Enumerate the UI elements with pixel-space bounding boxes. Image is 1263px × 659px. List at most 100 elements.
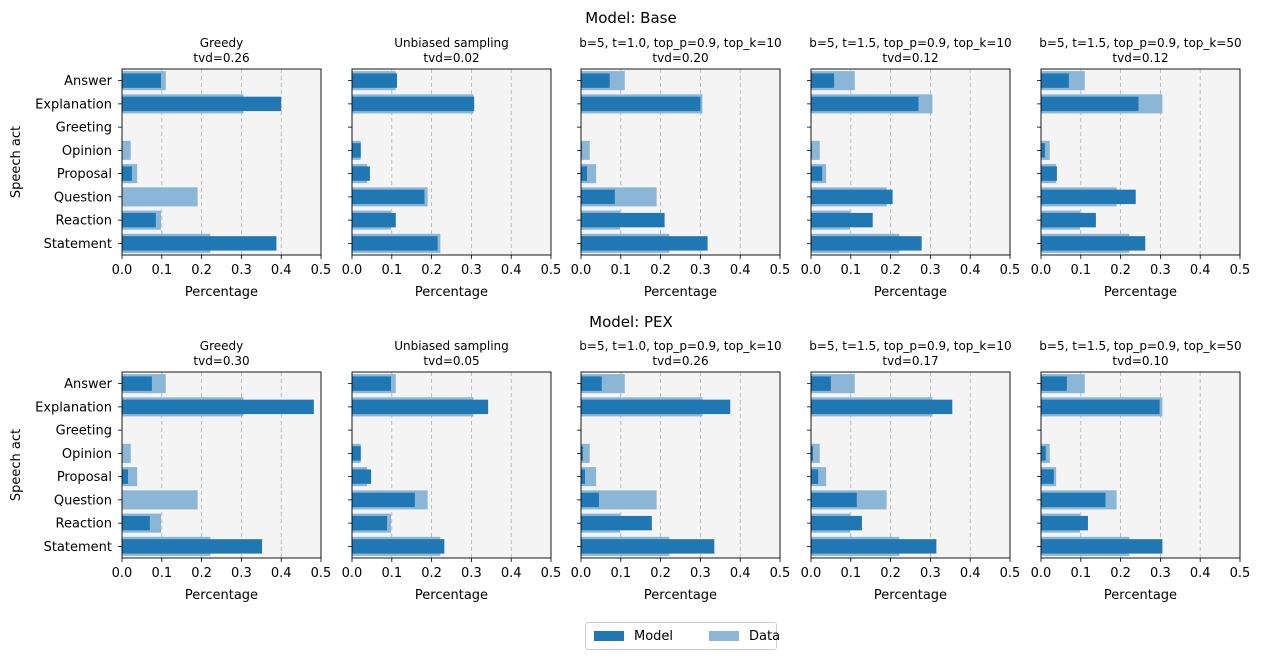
xtick-label-r2c3-0: 0.0 — [571, 566, 592, 581]
xtick-label-r2c5-4: 0.4 — [1190, 566, 1211, 581]
xtick-label-r1c1-4: 0.4 — [271, 263, 292, 278]
panel-frame-r2c1 — [121, 371, 322, 559]
model-bar-r1c2-explanation — [352, 96, 475, 112]
panel-frame-r2c2 — [351, 371, 552, 559]
model-bar-r2c3-statement — [581, 539, 715, 554]
model-bar-r2c4-answer — [811, 376, 831, 391]
xtick-label-r2c4-5: 0.5 — [1000, 566, 1021, 581]
model-bar-r2c2-question — [352, 492, 415, 508]
model-bar-r1c4-reaction — [811, 212, 873, 228]
model-bar-r1c1-statement — [122, 236, 277, 251]
panel-title-r2c3: b=5, t=1.0, top_p=0.9, top_k=10 — [579, 339, 781, 353]
xtick-label-r2c5-1: 0.1 — [1070, 566, 1091, 581]
xlabel-r2c1: Percentage — [185, 588, 258, 603]
xtick-label-r2c1-5: 0.5 — [311, 566, 332, 581]
xtick-label-r2c5-3: 0.3 — [1150, 566, 1171, 581]
model-bar-r2c5-opinion — [1041, 446, 1046, 461]
suptitle-r1c1: Model: Base — [585, 9, 676, 27]
xtick-label-r1c5-1: 0.1 — [1070, 263, 1091, 278]
model-bar-r1c5-answer — [1041, 73, 1069, 88]
panel-subtitle-r2c5: tvd=0.10 — [1112, 354, 1168, 368]
xtick-label-r1c2-4: 0.4 — [501, 263, 522, 278]
xtick-label-r1c1-5: 0.5 — [311, 263, 332, 278]
model-bar-r2c2-proposal — [352, 469, 372, 484]
xlabel-r1c2: Percentage — [415, 285, 488, 300]
model-bar-r1c2-answer — [352, 73, 397, 88]
xtick-label-r2c3-1: 0.1 — [610, 566, 631, 581]
model-bar-r1c2-statement — [352, 236, 438, 251]
model-bar-r1c4-question — [811, 189, 893, 205]
xtick-label-r2c3-2: 0.2 — [650, 566, 671, 581]
xtick-label-r2c5-0: 0.0 — [1031, 566, 1052, 581]
model-bar-r2c5-answer — [1041, 376, 1067, 391]
xtick-label-r1c5-0: 0.0 — [1031, 263, 1052, 278]
xtick-label-r1c1-0: 0.0 — [112, 263, 133, 278]
model-bar-r2c4-proposal — [811, 469, 819, 484]
xtick-label-r1c3-2: 0.2 — [650, 263, 671, 278]
xlabel-r1c1: Percentage — [185, 285, 258, 300]
data-bar-r1c4-opinion — [811, 140, 820, 160]
model-bar-r1c3-answer — [581, 73, 610, 88]
xtick-label-r1c2-5: 0.5 — [541, 263, 562, 278]
xtick-label-r1c1-2: 0.2 — [191, 263, 212, 278]
model-bar-r2c4-explanation — [811, 399, 953, 415]
panel-frame-r1c4 — [810, 68, 1011, 256]
panel-title-r2c4: b=5, t=1.5, top_p=0.9, top_k=10 — [809, 339, 1011, 353]
ytick-label-r2c1-statement: Statement — [44, 540, 112, 555]
xtick-label-r1c1-3: 0.3 — [231, 263, 252, 278]
model-bar-r1c2-question — [352, 189, 425, 205]
model-bar-r2c5-question — [1041, 492, 1106, 508]
ytick-label-r1c1-opinion: Opinion — [62, 144, 112, 159]
data-bar-r1c1-opinion — [122, 140, 131, 160]
xtick-label-r2c4-2: 0.2 — [880, 566, 901, 581]
model-bar-r1c5-proposal — [1041, 166, 1057, 181]
model-bar-r2c5-reaction — [1041, 515, 1088, 531]
ylabel-r2c1: Speech act — [9, 429, 24, 501]
ylabel-r1c1: Speech act — [9, 126, 24, 198]
model-bar-r2c3-opinion — [581, 446, 583, 461]
xtick-label-r1c4-0: 0.0 — [801, 263, 822, 278]
model-bar-r1c1-explanation — [122, 96, 282, 112]
xlabel-r2c2: Percentage — [415, 588, 488, 603]
xlabel-r2c4: Percentage — [874, 588, 947, 603]
panel-frame-r1c1 — [121, 68, 322, 256]
panel-frame-r1c2 — [351, 68, 552, 256]
ytick-label-r2c1-question: Question — [54, 493, 112, 508]
data-bar-r2c3-opinion — [581, 443, 590, 463]
model-bar-r2c2-opinion — [352, 446, 361, 461]
xtick-label-r1c3-0: 0.0 — [571, 263, 592, 278]
xlabel-r2c5: Percentage — [1104, 588, 1177, 603]
panel-subtitle-r2c2: tvd=0.05 — [423, 354, 479, 368]
panel-title-r1c3: b=5, t=1.0, top_p=0.9, top_k=10 — [579, 36, 781, 50]
model-bar-r2c1-proposal — [122, 469, 128, 484]
data-bar-r1c3-opinion — [581, 140, 590, 160]
xlabel-r2c3: Percentage — [644, 588, 717, 603]
xtick-label-r2c4-4: 0.4 — [960, 566, 981, 581]
model-bar-r1c4-answer — [811, 73, 835, 88]
model-bar-r2c2-explanation — [352, 399, 489, 415]
xtick-label-r2c4-1: 0.1 — [840, 566, 861, 581]
data-bar-r2c1-opinion — [122, 443, 131, 463]
panel-title-r1c4: b=5, t=1.5, top_p=0.9, top_k=10 — [809, 36, 1011, 50]
model-bar-r2c3-answer — [581, 376, 602, 391]
xtick-label-r2c3-3: 0.3 — [690, 566, 711, 581]
model-bar-r2c3-explanation — [581, 399, 731, 415]
panel-subtitle-r1c5: tvd=0.12 — [1112, 51, 1168, 65]
model-bar-r1c2-opinion — [352, 143, 361, 158]
xlabel-r1c4: Percentage — [874, 285, 947, 300]
model-bar-r2c4-statement — [811, 539, 937, 554]
panel-subtitle-r1c1: tvd=0.26 — [193, 51, 249, 65]
panel-subtitle-r1c4: tvd=0.12 — [882, 51, 938, 65]
model-bar-r1c1-reaction — [122, 212, 156, 228]
xtick-label-r1c5-4: 0.4 — [1190, 263, 1211, 278]
model-bar-r1c3-statement — [581, 236, 708, 251]
xtick-label-r2c1-2: 0.2 — [191, 566, 212, 581]
model-bar-r2c3-question — [581, 492, 599, 508]
model-bar-r2c5-proposal — [1041, 469, 1054, 484]
model-bar-r2c1-reaction — [122, 515, 150, 531]
xtick-label-r1c5-5: 0.5 — [1230, 263, 1251, 278]
model-bar-r1c3-reaction — [581, 212, 665, 228]
xtick-label-r1c5-3: 0.3 — [1150, 263, 1171, 278]
model-bar-r1c3-proposal — [581, 166, 587, 181]
